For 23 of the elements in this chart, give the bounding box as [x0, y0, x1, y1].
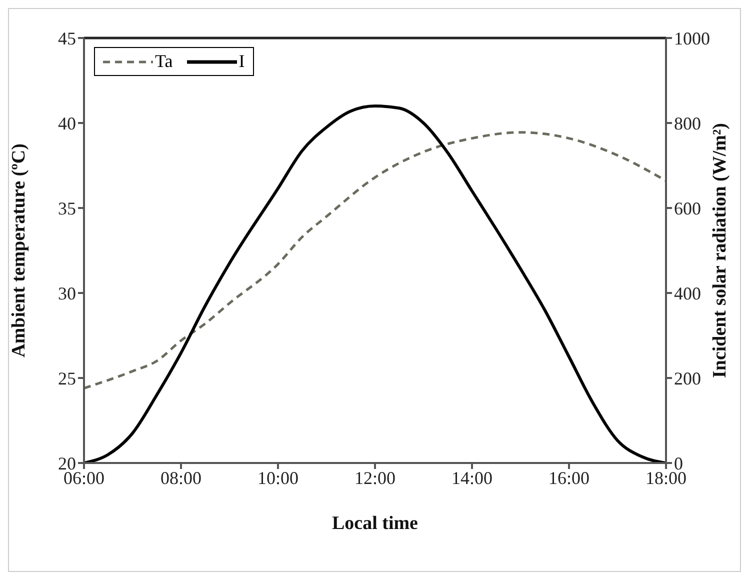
- x-tick-label: 08:00: [160, 468, 202, 488]
- x-tick-label: 16:00: [548, 468, 590, 488]
- y-tick-label: 40: [58, 113, 76, 134]
- y2-tick-label: 800: [674, 113, 701, 134]
- y2-tick-label: 1000: [674, 28, 710, 48]
- y2-axis-title: Incident solar radiation (W/m²): [710, 123, 731, 378]
- legend-label: Ta: [155, 51, 173, 72]
- y2-tick-label: 600: [674, 198, 701, 218]
- y-tick-label: 35: [58, 198, 76, 218]
- x-tick-label: 12:00: [354, 468, 396, 488]
- x-axis-title: Local time: [332, 513, 418, 534]
- y-axis-title: Ambient temperature (ºC): [8, 144, 30, 358]
- y2-tick-label: 400: [674, 283, 701, 304]
- x-tick-label: 10:00: [257, 468, 299, 488]
- y2-tick-label: 200: [674, 368, 701, 388]
- x-tick-label: 14:00: [451, 468, 493, 488]
- y-tick-label: 30: [58, 283, 76, 304]
- legend-label: I: [238, 51, 245, 72]
- y-tick-label: 20: [58, 453, 76, 474]
- y-tick-label: 45: [58, 28, 76, 48]
- line-series: [84, 131, 666, 390]
- y2-tick-label: 0: [674, 453, 683, 474]
- y-tick-label: 25: [58, 368, 76, 388]
